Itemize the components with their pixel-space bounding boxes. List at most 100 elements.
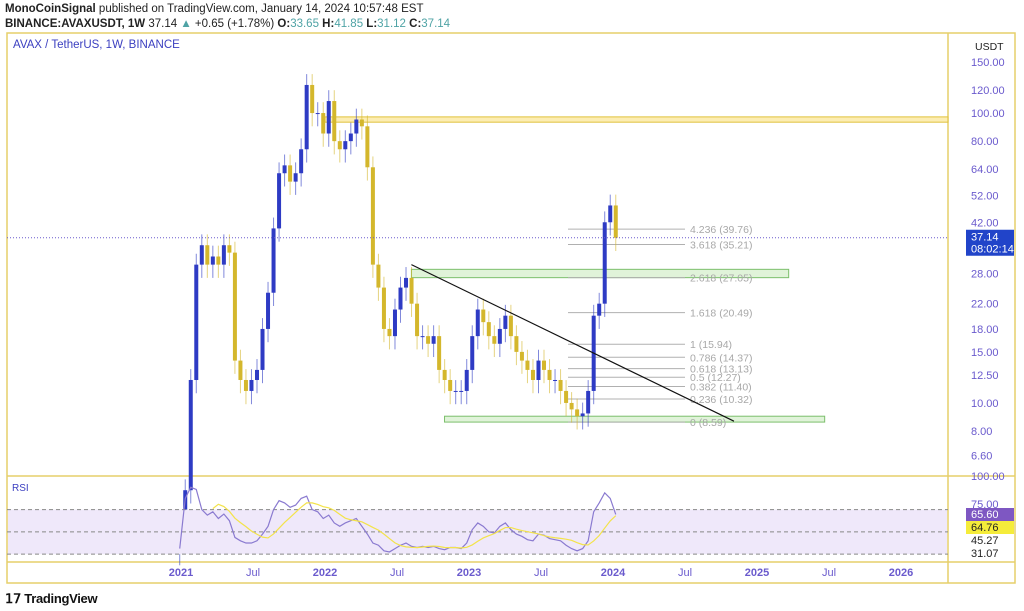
candle-up: [254, 369, 259, 380]
rsi-lower-value: 31.07: [971, 548, 999, 560]
candle-up: [608, 205, 613, 223]
price-tick-label: 15.00: [971, 347, 999, 359]
rsi-ma-value: 64.76: [971, 522, 999, 534]
fib-level-label: 0 (8.59): [690, 417, 726, 429]
candle-up: [348, 133, 353, 142]
candle-down: [525, 360, 530, 370]
candle-up: [343, 141, 348, 150]
candle-down: [310, 84, 315, 114]
time-tick-label: 2024: [601, 567, 626, 579]
fib-level-label: 1 (15.94): [690, 339, 732, 351]
candle-down: [288, 165, 293, 182]
candle-up: [580, 413, 585, 417]
price-tick-label: 150.00: [971, 57, 1005, 69]
fib-level-label: 4.236 (39.76): [690, 224, 752, 236]
candle-down: [492, 336, 497, 344]
candle-up: [354, 119, 359, 134]
candle-up: [431, 336, 436, 344]
candle-up: [536, 360, 541, 380]
candle-down: [243, 379, 248, 391]
open-value: 33.65: [290, 18, 319, 30]
candle-down: [542, 360, 547, 370]
fib-level-label: 2.618 (27.05): [690, 273, 752, 285]
rsi-tick-label: 100.00: [971, 471, 1005, 483]
rsi-ma-line: [212, 502, 617, 549]
candle-down: [227, 245, 232, 253]
price-tick-label: 64.00: [971, 164, 999, 176]
open-label: O:: [277, 18, 291, 30]
candle-up: [420, 336, 425, 338]
price-tick-label: 80.00: [971, 136, 999, 148]
time-tick-label: 2025: [745, 567, 769, 579]
candle-down: [508, 315, 513, 337]
candle-down: [205, 245, 210, 265]
candle-up: [210, 256, 215, 265]
time-tick-label: Jul: [534, 567, 548, 579]
rsi-value: 65.60: [971, 509, 999, 521]
candle-down: [437, 336, 442, 370]
price-tick-label: 120.00: [971, 85, 1005, 97]
zone-green: [444, 415, 826, 423]
candle-up: [597, 303, 602, 316]
candle-down: [415, 303, 420, 337]
candle-down: [321, 113, 326, 134]
candle-down: [564, 390, 569, 403]
candle-down: [547, 369, 552, 380]
candle-down: [387, 328, 392, 337]
candle-down: [337, 141, 342, 150]
candle-down: [426, 336, 431, 344]
time-tick-label: 2026: [889, 567, 913, 579]
fib-level-label: 0.382 (11.40): [690, 381, 752, 393]
candle-down: [486, 322, 491, 337]
chart-frame: [6, 32, 1016, 584]
price-tick-label: 6.60: [971, 450, 992, 462]
time-tick-label: Jul: [678, 567, 692, 579]
price-tick-label: 10.00: [971, 398, 999, 410]
price-tick-label: 52.00: [971, 190, 999, 202]
close-value: 37.14: [421, 18, 451, 30]
candle-down: [575, 409, 580, 417]
candle-down: [332, 101, 337, 142]
candle-up: [586, 390, 591, 414]
candle-up: [470, 336, 475, 370]
candle-down: [514, 336, 519, 352]
candle-down: [238, 360, 243, 380]
candle-down: [381, 287, 386, 329]
rsi-ma-tag: [966, 521, 1014, 534]
price-tick-label: 8.00: [971, 426, 992, 438]
candle-up: [553, 379, 558, 381]
candle-up: [221, 245, 226, 265]
author-name[interactable]: MonoCoinSignal: [5, 3, 96, 15]
candle-down: [558, 379, 563, 391]
price-tick-label: 28.00: [971, 268, 999, 280]
price-change: +0.65 (+1.78%): [194, 18, 275, 30]
candle-up: [464, 369, 469, 391]
bar-countdown: 08:02:14: [971, 244, 1014, 256]
candle-down: [365, 126, 370, 168]
candle-down: [409, 277, 414, 304]
time-tick-label: 2022: [313, 567, 337, 579]
candle-up: [249, 379, 254, 391]
candle-up: [282, 165, 287, 174]
candle-down: [359, 119, 364, 127]
fib-level-label: 0.5 (12.27): [690, 372, 741, 384]
fib-level-label: 0.618 (13.13): [690, 364, 752, 376]
price-tick-label: 18.00: [971, 324, 999, 336]
rsi-value-tag: [966, 508, 1014, 521]
rsi-upper-value: 45.27: [971, 535, 999, 547]
candle-up: [260, 328, 265, 370]
candle-up: [404, 277, 409, 288]
axis-unit: USDT: [975, 41, 1004, 53]
price-tick-label: 42.00: [971, 217, 999, 229]
time-tick-label: Jul: [390, 567, 404, 579]
candle-up: [277, 173, 282, 229]
zone-yellow: [324, 116, 949, 123]
candle-down: [216, 256, 221, 265]
candle-up: [199, 245, 204, 265]
candle-down: [370, 167, 375, 265]
candle-down: [481, 309, 486, 323]
candle-up: [266, 292, 271, 329]
fib-level-label: 0.236 (10.32): [690, 394, 752, 406]
time-tick-label: 2023: [457, 567, 481, 579]
